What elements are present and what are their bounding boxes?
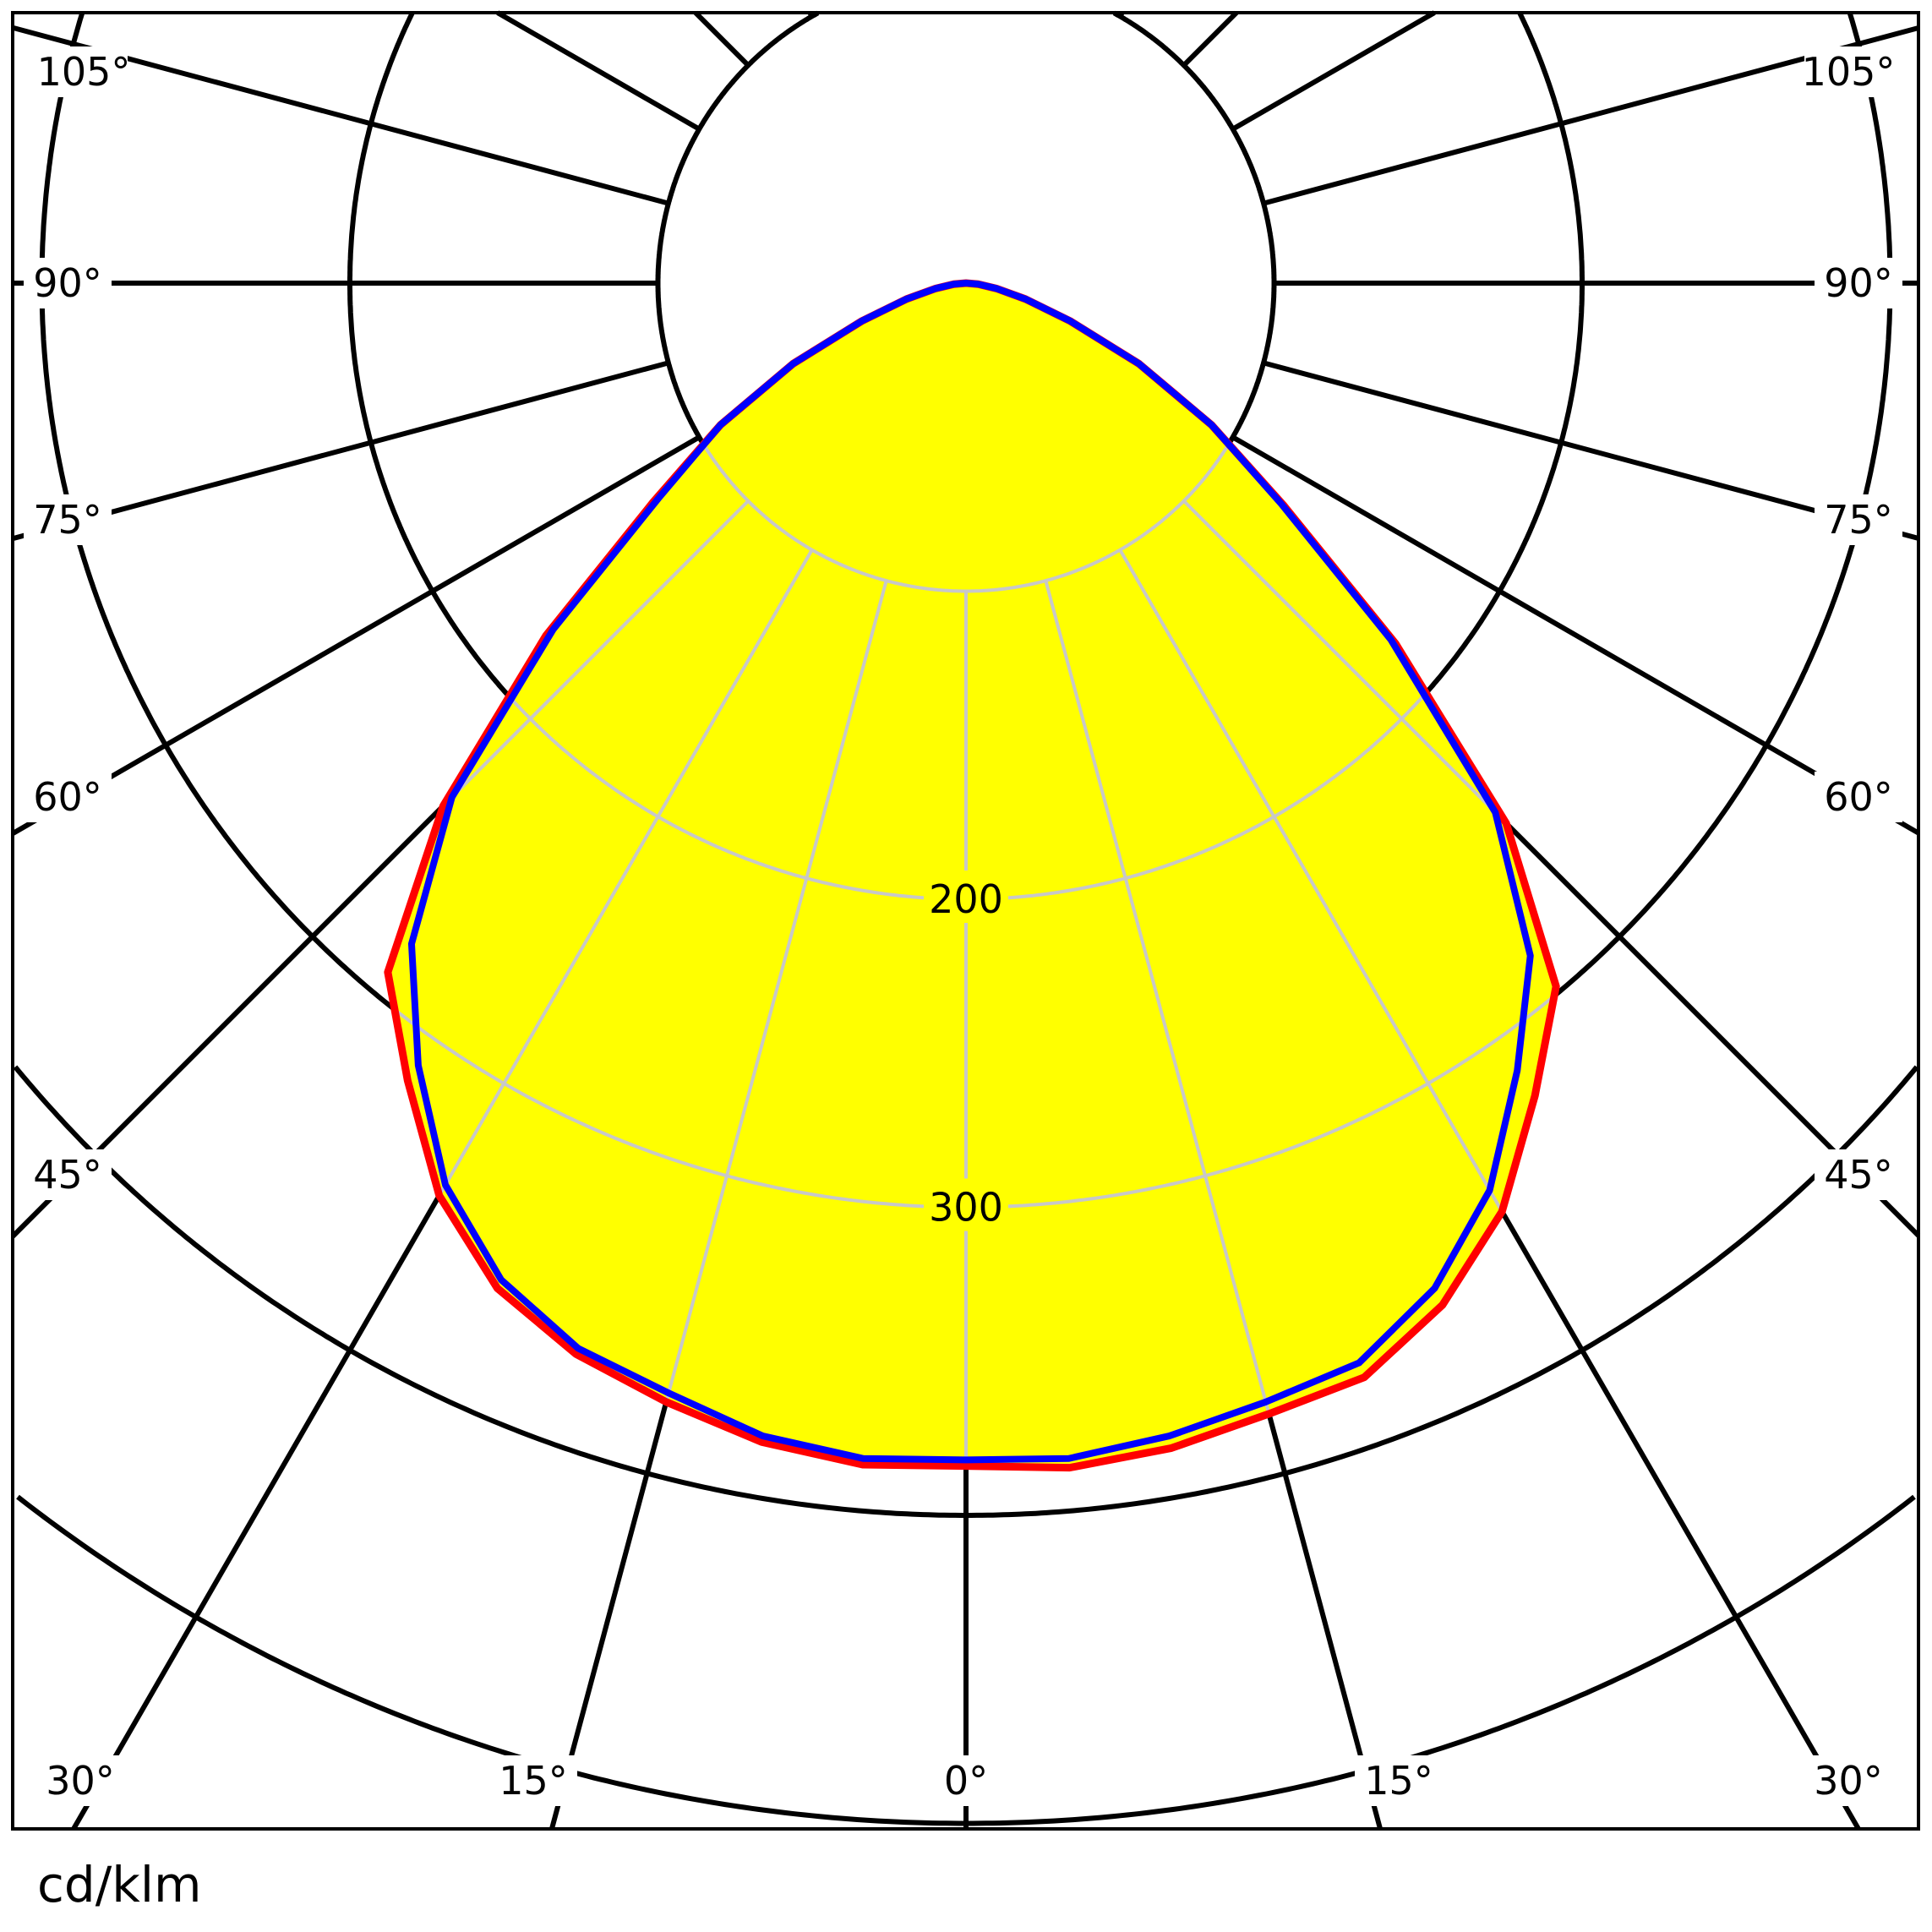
angle-label-background bbox=[24, 1149, 112, 1200]
angle-label-right: 15° bbox=[1364, 1758, 1433, 1804]
angle-labels: 105° 90° 75° 60° 45° 30° 15° 0° 105° 90° 75° 60° 45°… bbox=[24, 46, 1902, 1806]
grid-radial-line bbox=[387, 548, 814, 1468]
grid-circle bbox=[1520, 13, 1582, 283]
angle-label-background bbox=[1815, 1149, 1902, 1200]
radial-tick-label: 200 bbox=[929, 876, 1003, 922]
grid-circle bbox=[1517, 12, 1585, 283]
angle-label-background bbox=[1804, 46, 1892, 97]
grid-radial-line bbox=[549, 580, 888, 1468]
angle-label-right: 45° bbox=[1824, 1152, 1893, 1198]
grid-radial-line bbox=[1231, 434, 1920, 836]
radial-tick-label: 300 bbox=[929, 1185, 1003, 1231]
grid-radial-line bbox=[11, 434, 701, 836]
radial-label-background bbox=[924, 1178, 1008, 1231]
plot-frame bbox=[11, 11, 1920, 1831]
angle-label-background bbox=[1815, 494, 1902, 545]
unit-label: cd/klm bbox=[37, 1856, 202, 1913]
curves bbox=[384, 279, 1560, 1472]
angle-label-left: 45° bbox=[33, 1152, 102, 1198]
grid-radial-line bbox=[1263, 360, 1919, 541]
angle-label-background bbox=[24, 258, 112, 308]
grid-circle bbox=[656, 283, 1276, 593]
radial-tick-labels: 200 300 bbox=[924, 870, 1008, 1231]
angle-label-background bbox=[1815, 258, 1902, 308]
angle-label-background bbox=[24, 772, 112, 822]
angle-label-background bbox=[1815, 772, 1902, 822]
grid-radial-line bbox=[1182, 10, 1239, 68]
angle-label-left: 0° bbox=[944, 1758, 988, 1804]
angle-label-right: 90° bbox=[1824, 260, 1893, 306]
angle-label-right: 105° bbox=[1802, 49, 1896, 95]
angle-label-background bbox=[1355, 1755, 1443, 1806]
angle-label-left: 105° bbox=[37, 49, 131, 95]
grid-radial-line bbox=[12, 360, 669, 542]
grid-radial-line bbox=[1231, 10, 1436, 132]
angle-label-left: 60° bbox=[33, 774, 102, 820]
angle-label-left: 75° bbox=[33, 497, 102, 543]
angle-label-left: 15° bbox=[499, 1758, 568, 1804]
angle-label-background bbox=[40, 46, 128, 97]
polar-intensity-chart: 200 300 105° 90° 75° 60° 45° 30° 15° 0° 105° 90° 75… bbox=[10, 10, 1921, 1831]
angle-label-right: 75° bbox=[1824, 497, 1893, 543]
grid-radial-line bbox=[693, 10, 750, 68]
angle-label-right: 60° bbox=[1824, 774, 1893, 820]
grid-circle bbox=[1112, 10, 1277, 283]
angle-label-background bbox=[36, 1755, 124, 1806]
grid-radial-line bbox=[387, 499, 750, 1238]
radial-label-background bbox=[924, 870, 1008, 923]
angle-label-background bbox=[922, 1755, 1010, 1806]
angle-label-left: 30° bbox=[46, 1758, 115, 1804]
grid-radial-line bbox=[496, 10, 701, 132]
grid-radial-line bbox=[1044, 580, 1383, 1468]
angle-label-left: 90° bbox=[33, 260, 102, 306]
grid-circle bbox=[387, 283, 1557, 1209]
angle-label-right: 30° bbox=[1814, 1758, 1883, 1804]
intensity-curve-2 bbox=[407, 280, 1534, 1464]
angle-label-background bbox=[1804, 1755, 1892, 1806]
angle-label-background bbox=[489, 1755, 577, 1806]
angle-label-background bbox=[24, 494, 112, 545]
